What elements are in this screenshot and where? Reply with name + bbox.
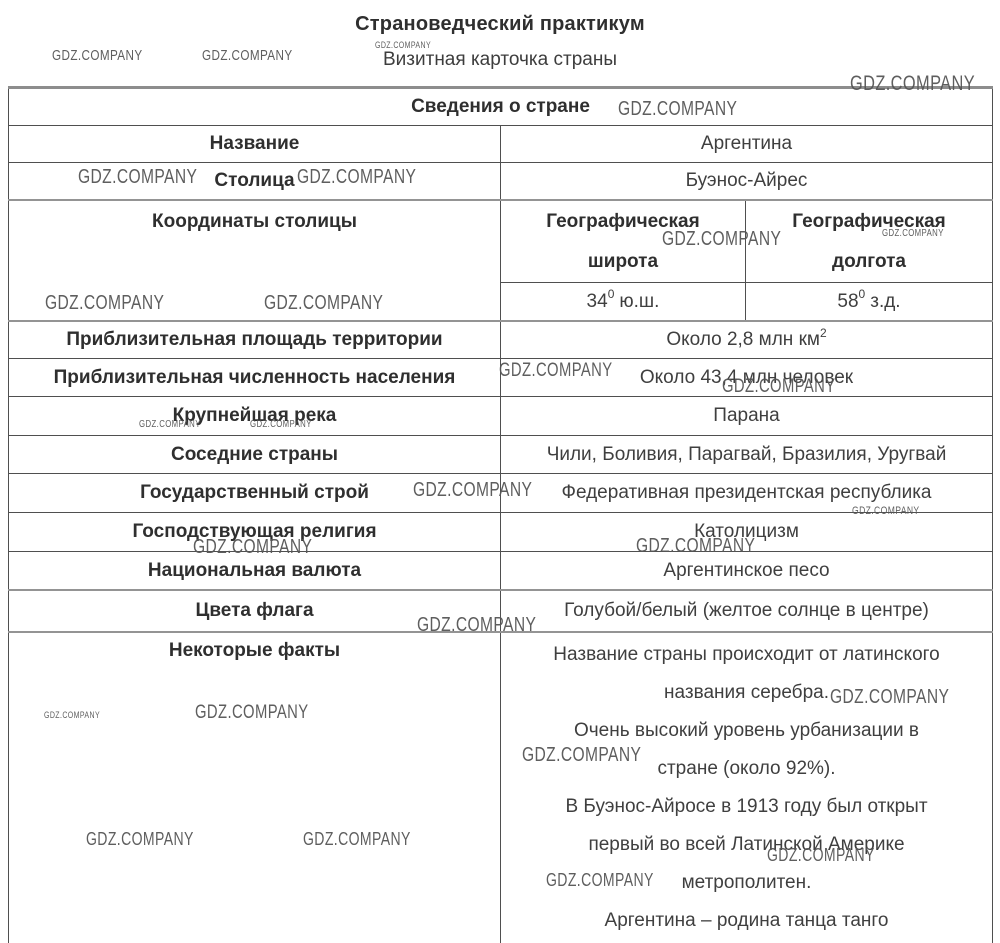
longitude-header-line1: Географическая (792, 210, 946, 232)
fact-line: стране (около 92%). (657, 758, 836, 779)
flag-value: Голубой/белый (желтое солнце в центре) (499, 589, 994, 633)
fact-line: первый во всей Латинской Америке (588, 834, 905, 855)
latitude-value: 340 ю.ш. (500, 282, 746, 322)
flag-label: Цвета флага (8, 589, 501, 633)
government-value: Федеративная президентская республика (499, 473, 994, 513)
facts-value: Название страны происходит от латинского… (499, 631, 994, 943)
longitude-value: 580 з.д. (744, 282, 994, 322)
superscript: 0 (607, 287, 615, 302)
table-row: Государственный строй Федеративная прези… (8, 473, 994, 513)
population-label: Приблизительная численность населения (8, 358, 501, 397)
capital-label: Столица (8, 162, 501, 201)
coordinates-values-row: 340 ю.ш. 580 з.д. (9, 282, 994, 322)
currency-label: Национальная валюта (8, 551, 501, 591)
government-label: Государственный строй (8, 473, 501, 513)
currency-value: Аргентинское песо (499, 551, 994, 591)
capital-value: Буэнос-Айрес (499, 162, 994, 201)
population-value: Около 43,4 млн человек (499, 358, 994, 397)
fact-line: метрополитен. (681, 872, 812, 893)
latitude-header-line1: Географическая (546, 210, 700, 232)
river-label: Крупнейшая река (8, 396, 501, 436)
latitude-unit: ю.ш. (619, 290, 660, 312)
latitude-header: Географическая широта (500, 199, 746, 283)
longitude-header: Географическая долгота (744, 199, 994, 283)
table-row: Национальная валюта Аргентинское песо (8, 551, 994, 591)
table-row: Соседние страны Чили, Боливия, Парагвай,… (8, 435, 994, 474)
latitude-header-line2: широта (587, 250, 659, 272)
facts-label: Некоторые факты (8, 631, 501, 943)
table-row: Название Аргентина (8, 125, 994, 163)
coordinates-header-row: Координаты столицы Географическая широта… (8, 199, 994, 322)
area-label: Приблизительная площадь территории (8, 320, 501, 359)
fact-line: В Буэнос-Айросе в 1913 году был открыт (565, 796, 928, 817)
neighbors-label: Соседние страны (8, 435, 501, 474)
longitude-number: 58 (837, 290, 859, 312)
fact-line: названия серебра. (664, 682, 829, 703)
latitude-number: 34 (586, 290, 608, 312)
name-value: Аргентина (499, 125, 994, 163)
area-text: Около 2,8 млн км (666, 329, 820, 350)
page-title: Страноведческий практикум (355, 13, 645, 35)
table-title: Сведения о стране (7, 87, 994, 126)
table-row: Приблизительная площадь территории Около… (8, 320, 994, 359)
name-label: Название (8, 125, 501, 163)
area-value: Около 2,8 млн км2 (499, 320, 994, 359)
table-row: Столица Буэнос-Айрес (8, 162, 994, 201)
fact-line: Очень высокий уровень урбанизации в (573, 720, 920, 741)
country-info-table: Сведения о стране Название Аргентина Сто… (7, 86, 994, 943)
coordinates-label: Координаты столицы (8, 199, 501, 322)
fact-line: Название страны происходит от латинского (553, 644, 940, 665)
table-row: Цвета флага Голубой/белый (желтое солнце… (8, 589, 994, 633)
table-row: Приблизительная численность населения Ок… (8, 358, 994, 397)
table-header-row: Сведения о стране (7, 87, 994, 126)
page-subtitle: Визитная карточка страны (383, 49, 617, 70)
fact-line: Аргентина – родина танца танго (604, 910, 889, 931)
superscript: 0 (858, 287, 866, 302)
longitude-header-line2: долгота (832, 250, 906, 272)
neighbors-value: Чили, Боливия, Парагвай, Бразилия, Уругв… (499, 435, 994, 474)
religion-value: Католицизм (499, 512, 994, 552)
superscript: 2 (819, 325, 827, 340)
facts-row: Некоторые факты Название страны происход… (8, 631, 994, 943)
table-row: Крупнейшая река Парана (8, 396, 994, 436)
longitude-unit: з.д. (870, 290, 901, 312)
religion-label: Господствующая религия (8, 512, 501, 552)
table-row: Господствующая религия Католицизм (8, 512, 994, 552)
river-value: Парана (499, 396, 994, 436)
